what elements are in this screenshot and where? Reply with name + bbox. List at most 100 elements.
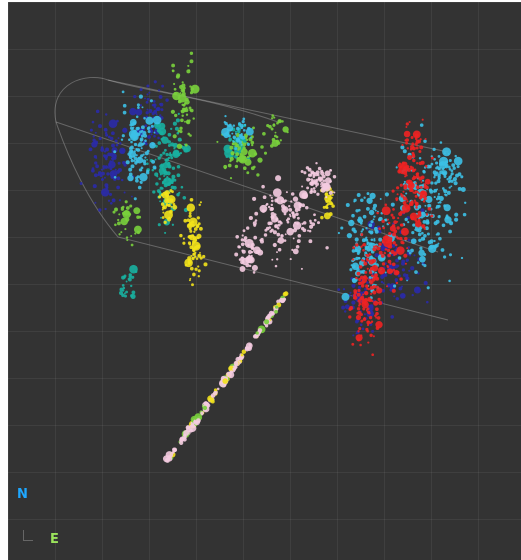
navy-point: [104, 131, 108, 135]
navy-point: [407, 238, 411, 242]
light-pink-point: [285, 191, 288, 194]
yellow-point: [331, 194, 334, 196]
sky-blue-point: [152, 115, 162, 125]
wireframe-line: [55, 121, 449, 321]
sky-blue-point: [130, 159, 134, 163]
red-point: [371, 278, 376, 282]
teal-point: [167, 144, 171, 147]
light-pink-point: [280, 234, 284, 238]
red-point: [407, 154, 413, 160]
navy-point: [157, 89, 161, 92]
green-point: [271, 114, 275, 117]
sky-blue-point: [448, 158, 452, 163]
red-point: [411, 142, 415, 146]
green-point: [180, 118, 184, 123]
red-point: [378, 250, 383, 255]
sky-blue-point: [402, 149, 407, 154]
navy-point: [139, 104, 143, 107]
red-point: [411, 200, 414, 203]
light-pink-point: [302, 228, 307, 233]
navy-point: [106, 172, 110, 176]
sky-blue-point: [464, 201, 467, 204]
navy-point: [145, 111, 149, 115]
green-point: [184, 120, 186, 123]
red-point: [415, 206, 418, 209]
green-point: [114, 223, 117, 227]
teal-point: [170, 127, 173, 131]
green-point: [133, 225, 142, 234]
red-point: [424, 178, 431, 185]
green-point: [180, 110, 185, 114]
green-point: [192, 117, 195, 120]
3d-scatter-viewport[interactable]: N E: [8, 2, 521, 560]
red-point: [364, 290, 369, 296]
north-axis-label: N: [17, 487, 28, 502]
red-point: [430, 156, 434, 160]
red-point: [406, 200, 409, 203]
navy-point: [101, 188, 110, 197]
navy-point: [79, 182, 83, 185]
red-point: [363, 261, 368, 266]
light-pink-point: [292, 237, 295, 240]
yellow-point: [194, 267, 198, 271]
red-point: [365, 309, 368, 312]
teal-point: [169, 152, 172, 154]
red-point: [391, 189, 395, 193]
teal-point: [163, 175, 166, 177]
navy-point: [111, 131, 115, 136]
streak-point: [196, 418, 201, 423]
light-pink-point: [320, 181, 324, 184]
navy-point: [410, 266, 415, 271]
green-point: [126, 239, 129, 242]
yellow-point: [162, 211, 165, 214]
streak-point: [271, 311, 274, 315]
teal-point: [162, 169, 166, 173]
red-point: [418, 192, 421, 195]
red-point: [416, 190, 419, 194]
sky-blue-point: [369, 242, 373, 246]
sky-blue-point: [448, 186, 451, 189]
sky-blue-point: [373, 239, 376, 242]
sky-blue-point: [354, 237, 359, 242]
navy-point: [395, 258, 399, 263]
light-pink-point: [313, 172, 318, 177]
light-pink-point: [315, 182, 319, 187]
teal-point: [167, 164, 172, 169]
teal-point: [146, 158, 149, 161]
light-pink-point: [273, 213, 277, 217]
red-point: [377, 297, 381, 301]
red-point: [399, 210, 404, 214]
green-point: [179, 130, 183, 134]
light-pink-point: [295, 212, 299, 217]
green-point: [257, 157, 263, 163]
red-point: [424, 165, 428, 168]
navy-point: [382, 282, 385, 285]
light-pink-point: [296, 239, 301, 244]
red-point: [395, 270, 400, 275]
sky-blue-point: [425, 219, 430, 223]
point-cloud-scene[interactable]: [8, 2, 521, 560]
red-point: [419, 145, 424, 150]
navy-point: [146, 84, 150, 88]
light-pink-point: [310, 178, 314, 182]
red-point: [390, 213, 394, 217]
teal-point: [237, 130, 241, 134]
streak-point: [210, 393, 216, 398]
red-point: [366, 253, 370, 258]
teal-point: [164, 158, 168, 162]
streak-point: [226, 372, 232, 378]
sky-blue-point: [140, 147, 143, 150]
sky-blue-point: [433, 239, 436, 243]
yellow-point: [182, 241, 186, 245]
red-point: [397, 217, 400, 220]
sky-blue-point: [153, 131, 156, 134]
sky-blue-point: [365, 227, 368, 230]
light-pink-point: [312, 189, 317, 194]
sky-blue-point: [139, 181, 142, 183]
red-point: [371, 267, 374, 270]
light-pink-point: [308, 239, 313, 244]
sky-blue-point: [452, 177, 457, 182]
navy-point: [107, 135, 111, 139]
sky-blue-point: [410, 238, 417, 245]
sky-blue-point: [369, 192, 376, 200]
